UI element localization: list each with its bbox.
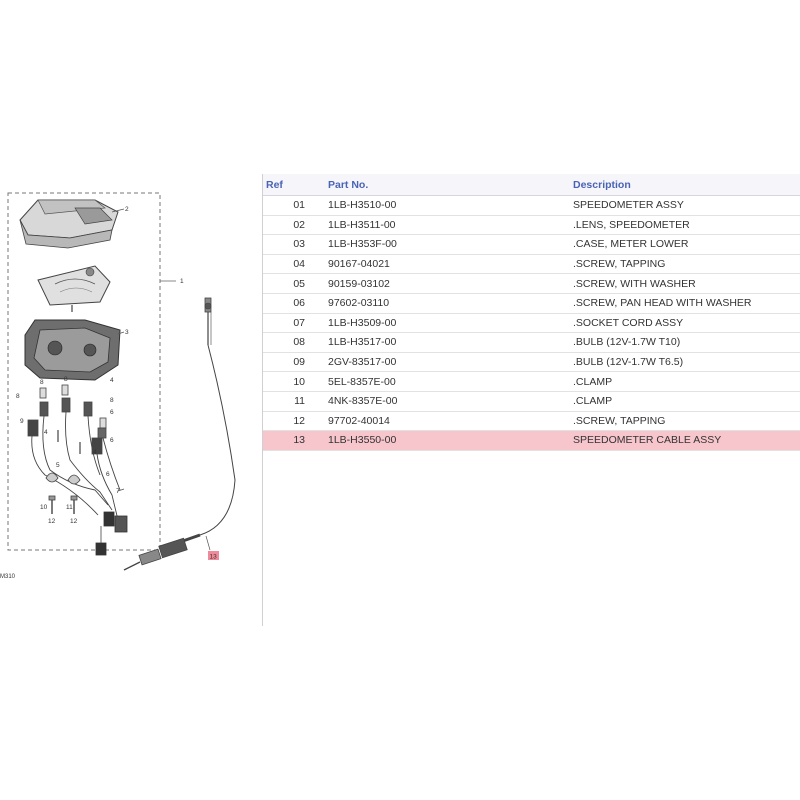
table-row[interactable]: 04 90167-04021 .SCREW, TAPPING <box>263 254 800 275</box>
cell-ref: 11 <box>263 391 318 412</box>
parts-list-panel: Ref Part No. Description 01 1LB-H3510-00 S… <box>262 174 800 626</box>
callout-labels: 1 2 3 4 4 4 5 6 6 6 7 8 8 8 8 9 10 11 12… <box>16 206 184 525</box>
assembly-group-box <box>7 192 161 551</box>
speedometer-cable-drawing <box>123 297 236 571</box>
cell-part-no: 97702-40014 <box>318 411 573 432</box>
callout-2[interactable]: 2 <box>125 206 129 213</box>
socket-cord-drawing <box>31 411 125 521</box>
callout-9[interactable]: 9 <box>20 418 24 425</box>
cell-description: .SCREW, PAN HEAD WITH WASHER <box>573 293 800 314</box>
callout-8[interactable]: 8 <box>64 376 68 383</box>
table-row[interactable]: 11 4NK-8357E-00 .CLAMP <box>263 391 800 412</box>
callout-7[interactable]: 7 <box>116 488 120 495</box>
cell-part-no: 4NK-8357E-00 <box>318 391 573 412</box>
cell-ref: 13 <box>263 430 318 451</box>
cell-part-no: 1LB-H3550-00 <box>318 430 573 451</box>
callout-13-selected[interactable]: 13 <box>208 551 219 561</box>
callout-5[interactable]: 5 <box>56 462 60 469</box>
table-row[interactable]: 07 1LB-H3509-00 .SOCKET CORD ASSY <box>263 313 800 334</box>
cell-part-no: 1LB-H3511-00 <box>318 215 573 236</box>
parts-diagram: 1 2 3 4 4 4 5 6 6 6 7 8 8 8 8 9 10 11 12… <box>0 192 236 580</box>
cell-description: .BULB (12V-1.7W T6.5) <box>573 352 800 373</box>
cell-description: .SCREW, TAPPING <box>573 254 800 275</box>
cell-description: .BULB (12V-1.7W T10) <box>573 332 800 353</box>
callout-12[interactable]: 12 <box>48 518 56 525</box>
cell-ref: 04 <box>263 254 318 275</box>
clamp-screw-drawings <box>45 430 81 514</box>
dial-face-drawing <box>37 265 111 312</box>
callout-13[interactable]: 13 <box>210 554 218 561</box>
table-row[interactable]: 06 97602-03110 .SCREW, PAN HEAD WITH WASHE… <box>263 293 800 314</box>
cell-ref: 10 <box>263 371 318 392</box>
header-ref[interactable]: Ref <box>263 174 318 196</box>
cell-description: .SOCKET CORD ASSY <box>573 313 800 334</box>
cell-ref: 12 <box>263 411 318 432</box>
cell-part-no: 97602-03110 <box>318 293 573 314</box>
table-row[interactable]: 08 1LB-H3517-00 .BULB (12V-1.7W T10) <box>263 332 800 353</box>
parts-table: Ref Part No. Description 01 1LB-H3510-00 S… <box>263 174 800 451</box>
callout-4[interactable]: 4 <box>110 377 114 384</box>
callout-8[interactable]: 8 <box>16 393 20 400</box>
callout-10[interactable]: 10 <box>40 504 48 511</box>
cell-description: SPEEDOMETER CABLE ASSY <box>573 430 800 451</box>
cell-description: SPEEDOMETER ASSY <box>573 195 800 216</box>
table-row[interactable]: 05 90159-03102 .SCREW, WITH WASHER <box>263 273 800 294</box>
header-part-no[interactable]: Part No. <box>318 174 573 196</box>
cell-part-no: 1LB-H3517-00 <box>318 332 573 353</box>
callout-6[interactable]: 6 <box>110 409 114 416</box>
cell-part-no: 5EL-8357E-00 <box>318 371 573 392</box>
callout-4[interactable]: 4 <box>93 449 97 456</box>
callout-6[interactable]: 6 <box>106 471 110 478</box>
cell-ref: 03 <box>263 234 318 255</box>
callout-1[interactable]: 1 <box>180 278 184 285</box>
lens-part-drawing <box>19 199 125 249</box>
cell-part-no: 90167-04021 <box>318 254 573 275</box>
connector-drawings <box>95 511 128 556</box>
header-description[interactable]: Description <box>573 174 800 196</box>
cell-ref: 07 <box>263 313 318 334</box>
table-row[interactable]: 02 1LB-H3511-00 .LENS, SPEEDOMETER <box>263 215 800 236</box>
table-row[interactable]: 01 1LB-H3510-00 SPEEDOMETER ASSY <box>263 195 800 216</box>
cell-description: .LENS, SPEEDOMETER <box>573 215 800 236</box>
cell-part-no: 90159-03102 <box>318 273 573 294</box>
table-header-row: Ref Part No. Description <box>263 174 800 196</box>
cell-description: .SCREW, TAPPING <box>573 411 800 432</box>
cell-ref: 05 <box>263 273 318 294</box>
cell-description: .CLAMP <box>573 391 800 412</box>
cell-ref: 08 <box>263 332 318 353</box>
callout-6[interactable]: 6 <box>110 437 114 444</box>
callout-3[interactable]: 3 <box>125 329 129 336</box>
cell-part-no: 1LB-H3510-00 <box>318 195 573 216</box>
table-row[interactable]: 10 5EL-8357E-00 .CLAMP <box>263 371 800 392</box>
callout-12[interactable]: 12 <box>70 518 78 525</box>
callout-8[interactable]: 8 <box>110 397 114 404</box>
callout-11[interactable]: 11 <box>66 504 73 511</box>
cell-part-no: 1LB-H3509-00 <box>318 313 573 334</box>
cell-ref: 06 <box>263 293 318 314</box>
cell-description: .CLAMP <box>573 371 800 392</box>
callout-8[interactable]: 8 <box>40 379 44 386</box>
cell-description: .SCREW, WITH WASHER <box>573 273 800 294</box>
cell-part-no: 1LB-H353F-00 <box>318 234 573 255</box>
meter-case-drawing <box>24 319 125 381</box>
table-row[interactable]: 12 97702-40014 .SCREW, TAPPING <box>263 411 800 432</box>
callout-4[interactable]: 4 <box>44 429 48 436</box>
cell-ref: 01 <box>263 195 318 216</box>
table-row[interactable]: 03 1LB-H353F-00 .CASE, METER LOWER <box>263 234 800 255</box>
cell-ref: 09 <box>263 352 318 373</box>
figure-code: M310 <box>0 574 16 580</box>
cell-ref: 02 <box>263 215 318 236</box>
cell-part-no: 2GV-83517-00 <box>318 352 573 373</box>
table-row[interactable]: 13 1LB-H3550-00 SPEEDOMETER CABLE ASSY <box>263 430 800 451</box>
cell-description: .CASE, METER LOWER <box>573 234 800 255</box>
parts-table-body: 01 1LB-H3510-00 SPEEDOMETER ASSY 02 1LB-H351… <box>263 195 800 451</box>
table-row[interactable]: 09 2GV-83517-00 .BULB (12V-1.7W T6.5) <box>263 352 800 373</box>
